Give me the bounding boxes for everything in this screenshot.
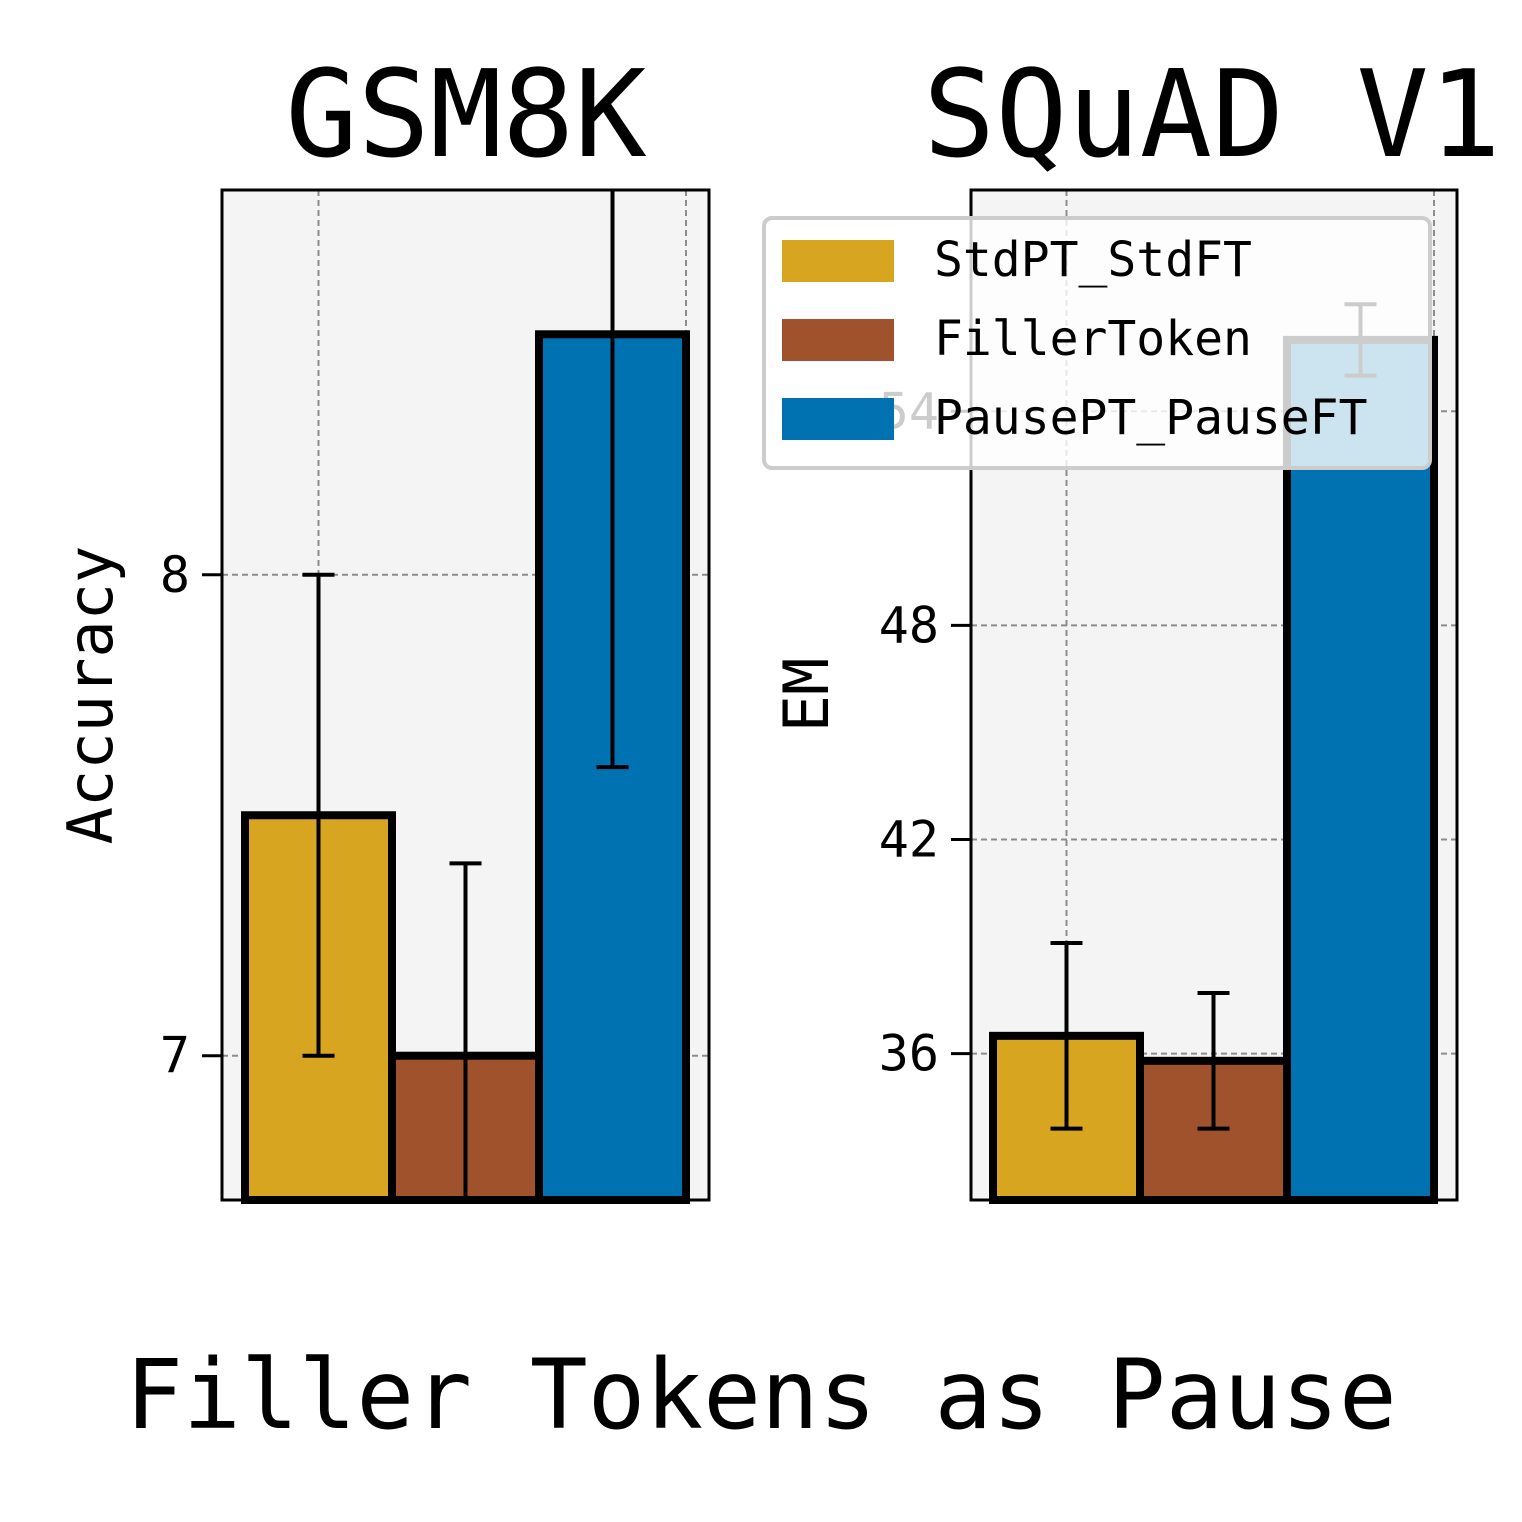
error-bar xyxy=(1050,941,1083,1131)
axes-frame xyxy=(220,188,711,1202)
error-bar xyxy=(596,190,629,770)
legend-box xyxy=(762,216,1432,470)
legend-label: StdPT_StdFT xyxy=(934,232,1252,288)
y-axis-label: EM xyxy=(770,658,843,733)
figure-xlabel: Filler Tokens as Pause xyxy=(125,1339,1397,1451)
y-tick-label: 48 xyxy=(879,596,939,654)
y-tick-label: 7 xyxy=(160,1027,190,1085)
legend-label: PausePT_PauseFT xyxy=(934,390,1367,446)
y-tick-label: 42 xyxy=(879,811,939,869)
error-bar xyxy=(1197,991,1230,1131)
panel-0: 7 8 GSM8K Accuracy xyxy=(54,46,711,1204)
y-axis-label: Accuracy xyxy=(54,546,127,845)
bar-pausept-pauseft xyxy=(1283,335,1438,1204)
error-bar xyxy=(302,572,335,1058)
y-tick-label: 36 xyxy=(879,1025,939,1083)
legend-swatch-pausept-pauseft xyxy=(782,398,894,440)
panel-title: SQuAD V1 xyxy=(923,46,1501,185)
axes-frame xyxy=(969,188,1459,1202)
legend-swatch-stdpt-stdft xyxy=(782,240,894,282)
legend: StdPT_StdFT FillerToken PausePT_PauseFT xyxy=(762,216,1432,470)
legend-label: FillerToken xyxy=(934,311,1252,367)
y-tick-label: 8 xyxy=(160,546,190,604)
legend-swatch-fillertoken xyxy=(782,319,894,361)
panel-title: GSM8K xyxy=(285,46,646,185)
